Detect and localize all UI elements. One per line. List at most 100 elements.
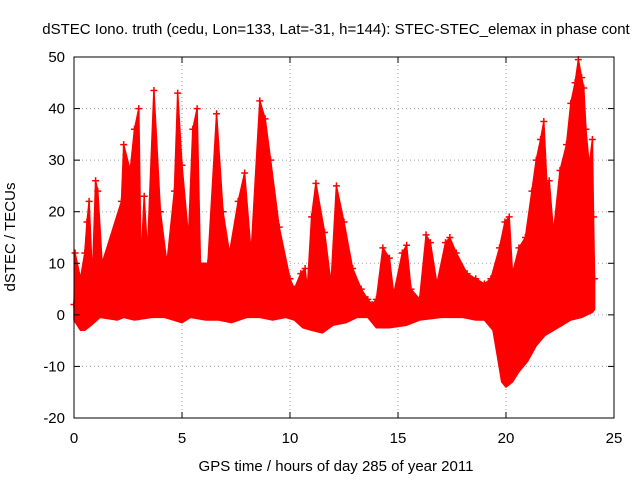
- data-point-marker: [290, 285, 298, 293]
- data-point-marker: [256, 97, 264, 105]
- data-point-marker: [140, 192, 148, 200]
- data-point-marker: [521, 234, 529, 241]
- y-tick-label: -20: [43, 410, 65, 427]
- data-point-marker: [515, 244, 523, 252]
- x-tick-label: 5: [178, 430, 186, 447]
- data-point-marker: [368, 301, 376, 309]
- data-point-marker: [189, 125, 197, 133]
- data-point-marker: [545, 177, 553, 185]
- data-point-marker: [85, 197, 93, 205]
- data-point-marker: [357, 285, 365, 293]
- data-point-marker: [426, 239, 434, 247]
- data-point-marker: [226, 249, 234, 257]
- data-point-marker: [150, 87, 158, 95]
- y-axis-label: dSTEC / TECUs: [2, 183, 19, 292]
- y-tick-label: 20: [48, 204, 65, 221]
- data-point-marker: [556, 166, 564, 174]
- data-point-marker: [496, 244, 504, 252]
- data-point-marker: [130, 125, 138, 133]
- data-point-marker: [585, 161, 593, 169]
- data-point-marker: [562, 141, 570, 149]
- data-point-marker: [543, 182, 551, 190]
- data-point-marker: [170, 187, 178, 195]
- x-tick-label: 25: [606, 430, 623, 447]
- data-point-marker: [137, 259, 145, 267]
- data-point-marker: [135, 105, 143, 113]
- data-point-marker: [591, 275, 599, 283]
- data-point-marker: [589, 213, 597, 221]
- data-point-marker: [508, 270, 516, 278]
- data-point-marker: [71, 249, 79, 257]
- data-point-marker: [156, 208, 164, 216]
- y-tick-label: 0: [57, 307, 65, 324]
- data-point-marker: [241, 169, 249, 177]
- data-point-marker: [463, 270, 471, 278]
- data-point-marker: [332, 182, 340, 190]
- x-axis-label: GPS time / hours of day 285 of year 2011: [199, 458, 474, 475]
- data-point-marker: [372, 295, 380, 303]
- data-point-marker: [308, 213, 316, 221]
- data-point-marker: [98, 259, 106, 267]
- x-tick-label: 15: [390, 430, 407, 447]
- x-tick-label: 0: [70, 430, 78, 447]
- x-tick-label: 20: [498, 430, 515, 447]
- data-point-marker: [120, 141, 128, 149]
- data-point-marker: [193, 105, 201, 113]
- y-axis-ticks: -20 -10 0 10 20 30 40 50: [43, 49, 614, 427]
- data-point-marker: [532, 156, 540, 164]
- data-point-marker: [416, 295, 424, 303]
- data-point-marker: [580, 84, 588, 92]
- data-point-marker: [76, 275, 84, 283]
- data-point-marker: [321, 228, 329, 236]
- data-point-marker: [582, 125, 590, 133]
- data-point-marker: [196, 259, 204, 267]
- data-point-marker: [390, 290, 398, 298]
- data-point-marker: [571, 79, 579, 87]
- y-tick-label: 10: [48, 255, 65, 272]
- data-point-marker: [487, 275, 495, 283]
- data-point-marker: [286, 275, 294, 283]
- data-point-marker: [275, 223, 283, 231]
- data-point-marker: [505, 213, 513, 221]
- data-point-marker: [174, 89, 182, 97]
- data-point-marker: [422, 231, 430, 239]
- y-tick-label: 50: [48, 49, 65, 66]
- y-tick-label: 30: [48, 152, 65, 169]
- data-point-marker: [364, 295, 372, 303]
- data-point-marker: [588, 136, 596, 144]
- plot-border: [73, 56, 615, 419]
- data-point-marker: [501, 218, 509, 226]
- data-point-marker: [398, 249, 406, 257]
- data-point-marker: [92, 177, 100, 185]
- data-point-marker: [219, 208, 227, 216]
- data-point-marker: [126, 166, 134, 174]
- x-axis-ticks: 0 5 10 15 20 25: [70, 57, 623, 447]
- data-point-marker: [472, 275, 480, 283]
- data-point-marker: [83, 218, 91, 226]
- data-point-marker: [446, 234, 454, 241]
- series-area: [70, 56, 599, 388]
- data-point-marker: [349, 264, 357, 272]
- data-point-marker: [433, 280, 441, 288]
- data-point-marker: [340, 218, 348, 226]
- data-point-marker: [81, 249, 89, 257]
- data-point-marker: [480, 280, 488, 288]
- y-tick-label: 40: [48, 101, 65, 118]
- data-point-marker: [143, 249, 151, 257]
- data-point-marker: [407, 285, 415, 293]
- data-point-marker: [442, 239, 450, 247]
- data-point-marker: [540, 117, 548, 125]
- data-point-marker: [452, 249, 460, 257]
- data-point-marker: [94, 187, 102, 195]
- data-point-marker: [567, 99, 575, 107]
- y-tick-label: -10: [43, 358, 65, 375]
- data-point-marker: [327, 280, 335, 288]
- chart-title: dSTEC Iono. truth (cedu, Lon=133, Lat=-3…: [42, 21, 630, 38]
- data-point-marker: [385, 254, 393, 262]
- data-point-marker: [303, 285, 311, 293]
- plot-frame: [73, 56, 615, 419]
- data-point-marker: [184, 234, 192, 241]
- data-point-marker: [118, 197, 126, 205]
- x-tick-label: 10: [282, 430, 299, 447]
